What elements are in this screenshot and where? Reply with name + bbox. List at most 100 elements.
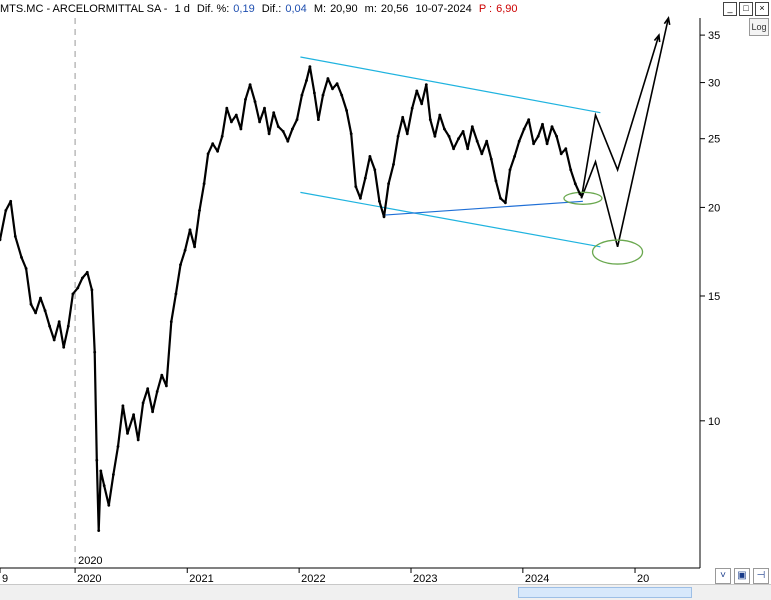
- year-marker-label: 2020: [78, 555, 102, 567]
- price-point: [165, 384, 168, 388]
- price-point: [239, 127, 243, 131]
- dif-label: Dif.:: [261, 3, 282, 15]
- x-tick-label: 9: [2, 573, 8, 585]
- price-point: [132, 413, 136, 417]
- dif-value: 0,04: [285, 3, 307, 15]
- price-point: [569, 168, 573, 172]
- price-point: [494, 179, 498, 183]
- price-point: [378, 199, 381, 203]
- price-point: [160, 373, 164, 377]
- price-point: [295, 118, 299, 121]
- price-point: [368, 155, 372, 158]
- price-point: [179, 263, 182, 267]
- price-point: [90, 288, 94, 292]
- price-point: [198, 209, 201, 212]
- price-point: [0, 238, 2, 242]
- close-icon[interactable]: ×: [755, 2, 769, 16]
- price-point: [48, 324, 51, 328]
- price-point: [39, 296, 42, 300]
- price-point: [415, 89, 419, 93]
- price-point: [258, 120, 261, 124]
- projection-arrowhead: [663, 15, 671, 26]
- date: 10-07-2024: [415, 3, 472, 15]
- price-point: [272, 111, 276, 115]
- price-point: [13, 235, 17, 238]
- price-point: [317, 118, 320, 121]
- price-point: [461, 130, 465, 133]
- price-point: [183, 248, 187, 252]
- dif-pct-label: Dif. %:: [196, 3, 230, 15]
- chart-tools: ˅ ▣ ⊣: [715, 568, 769, 584]
- price-point: [116, 445, 120, 448]
- price-point: [340, 93, 344, 97]
- price-point: [126, 432, 129, 435]
- price-point: [76, 286, 80, 290]
- x-tick-label: 20: [637, 573, 649, 585]
- price-point: [206, 152, 210, 156]
- price-point: [81, 276, 84, 280]
- y-tick-label: 35: [708, 30, 720, 42]
- price-point: [517, 139, 521, 143]
- min-label: m:: [364, 3, 377, 15]
- price-point: [99, 469, 103, 473]
- price-point: [300, 93, 304, 97]
- price-point: [155, 390, 159, 393]
- price-point: [97, 529, 101, 532]
- time-scrollbar-thumb[interactable]: [518, 587, 692, 598]
- price-point: [405, 132, 409, 136]
- price-point: [420, 102, 424, 106]
- price-point: [174, 292, 178, 296]
- minimize-icon[interactable]: _: [723, 2, 737, 16]
- pin-icon[interactable]: ⊣: [753, 568, 769, 584]
- price-point: [193, 245, 197, 249]
- price-point: [52, 338, 56, 342]
- log-scale-button[interactable]: Log: [749, 18, 769, 36]
- price-point: [452, 147, 455, 151]
- price-point: [112, 473, 115, 476]
- x-tick-label: 2021: [189, 573, 213, 585]
- x-tick-label: 2023: [413, 573, 437, 585]
- price-point: [457, 137, 460, 141]
- price-point: [169, 320, 173, 324]
- price-point: [438, 113, 442, 117]
- price-point: [211, 142, 215, 146]
- price-point: [363, 176, 367, 180]
- price-point: [410, 106, 414, 110]
- axes-layer: 10 15 20 25 30 35 9 2020 2021 2022 2023 2024 20: [0, 18, 720, 585]
- chevron-down-icon[interactable]: ˅: [715, 568, 731, 584]
- price-point: [335, 82, 339, 85]
- price-point: [263, 106, 266, 110]
- price-point: [267, 132, 271, 136]
- price-point: [573, 182, 577, 186]
- price-point: [522, 127, 526, 131]
- y-tick-label: 10: [708, 416, 720, 428]
- price-point: [230, 120, 233, 124]
- price-point: [321, 93, 325, 97]
- price-point: [146, 387, 150, 391]
- price-point: [188, 228, 192, 232]
- price-point: [513, 155, 516, 158]
- window-controls: _ □ ×: [723, 2, 769, 16]
- x-tick-label: 2020: [77, 573, 101, 585]
- price-point: [349, 132, 353, 136]
- price-point: [447, 134, 451, 138]
- save-icon[interactable]: ▣: [734, 568, 750, 584]
- price-point: [225, 106, 229, 110]
- p-label: P :: [478, 3, 493, 15]
- price-point: [234, 113, 238, 117]
- price-point: [216, 149, 220, 153]
- min-value: 20,56: [380, 3, 409, 15]
- price-point: [564, 147, 568, 151]
- maximize-icon[interactable]: □: [739, 2, 753, 16]
- price-point: [499, 196, 502, 200]
- price-point: [489, 157, 493, 161]
- price-point: [550, 125, 554, 128]
- target-ellipse: [591, 239, 644, 265]
- y-tick-label: 30: [708, 78, 720, 90]
- price-point: [559, 152, 563, 156]
- price-point: [248, 83, 252, 86]
- chart-header: MTS.MC - ARCELORMITTAL SA - 1 d Dif. %: 0…: [0, 0, 771, 18]
- p-value: 6,90: [496, 3, 518, 15]
- interval[interactable]: 1 d: [174, 3, 190, 15]
